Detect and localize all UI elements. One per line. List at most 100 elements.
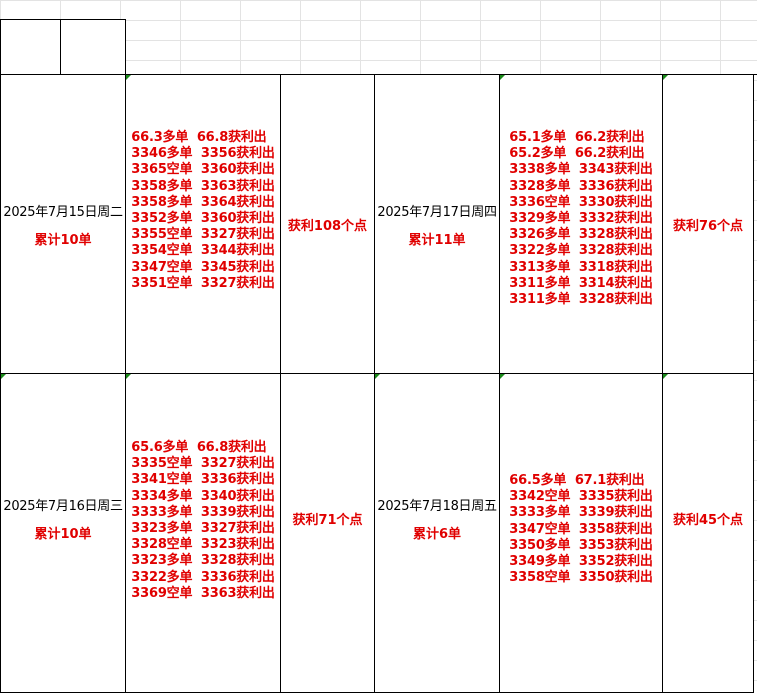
- trade-entry: 3358多单: [131, 194, 193, 210]
- trade-exit: 3327获利出: [200, 456, 275, 472]
- date-label: 2025年7月18日周五: [377, 498, 497, 514]
- trade-line: 3347空单 3358获利出: [509, 521, 653, 538]
- trade-exit: 3364获利出: [200, 194, 275, 210]
- trade-line: 3354空单 3344获利出: [131, 243, 275, 259]
- profit-label: 获利108个点: [287, 218, 368, 234]
- trade-line: 3338多单 3343获利出: [509, 162, 653, 178]
- profit-cell-jul17[interactable]: 获利76个点: [662, 74, 754, 374]
- trade-entry: 3346多单: [131, 146, 193, 162]
- trade-entry: 3333多单: [131, 504, 193, 520]
- trade-exit: 3336获利出: [200, 569, 275, 585]
- trade-line: 3350多单 3353获利出: [509, 537, 653, 554]
- trade-exit: 3363获利出: [200, 585, 275, 601]
- order-count: 累计10单: [34, 526, 92, 542]
- profit-label: 获利71个点: [292, 512, 363, 528]
- trade-entry: 3369空单: [131, 585, 193, 601]
- trade-exit: 3328获利出: [578, 227, 653, 243]
- trade-exit: 3332获利出: [578, 211, 653, 227]
- trade-entry: 65.6多单: [131, 440, 189, 455]
- trade-entry: 3342空单: [509, 489, 571, 505]
- trades-cell-jul18[interactable]: 66.5多单 67.1获利出 3342空单 3335获利出 3333多单 3339获…: [499, 373, 663, 693]
- trade-entry: 3352多单: [131, 211, 193, 227]
- profit-label: 获利76个点: [672, 218, 744, 234]
- trade-exit: 3350获利出: [578, 570, 653, 586]
- trade-line: 3355空单 3327获利出: [131, 227, 275, 243]
- trade-exit: 66.8获利出: [196, 130, 267, 145]
- trade-exit: 66.8获利出: [196, 440, 267, 455]
- date-label: 2025年7月15日周二: [3, 204, 123, 220]
- trade-line: 3335空单 3327获利出: [131, 456, 275, 472]
- trade-entry: 3329多单: [509, 211, 571, 227]
- trade-line: 3311多单 3314获利出: [509, 276, 653, 292]
- trade-entry: 66.5多单: [509, 473, 567, 488]
- trade-line: 65.1多单 66.2获利出: [509, 130, 644, 146]
- trade-entry: 3323多单: [131, 553, 193, 569]
- trade-entry: 3347空单: [509, 521, 571, 537]
- trade-entry: 3351空单: [131, 275, 193, 291]
- trade-entry: 3354空单: [131, 243, 193, 259]
- trade-line: 3333多单 3339获利出: [509, 505, 653, 521]
- trade-exit: 3339获利出: [578, 505, 653, 521]
- trades-cell-jul16[interactable]: 65.6多单 66.8获利出 3335空单 3327获利出 3341空单 3336获…: [125, 373, 281, 693]
- trade-list: 66.5多单 67.1获利出 3342空单 3335获利出 3333多单 3339获…: [509, 473, 653, 586]
- trade-exit: 3323获利出: [200, 537, 275, 553]
- trade-line: 3328多单 3336获利出: [509, 178, 653, 195]
- trade-line: 3349多单 3352获利出: [509, 554, 653, 570]
- trade-entry: 3322多单: [131, 569, 193, 585]
- trade-line: 66.3多单 66.8获利出: [131, 130, 266, 146]
- trade-line: 3352多单 3360获利出: [131, 211, 275, 227]
- trade-entry: 3326多单: [509, 227, 571, 243]
- trade-exit: 66.2获利出: [574, 130, 645, 145]
- trade-line: 3346多单 3356获利出: [131, 146, 275, 162]
- trade-exit: 3343获利出: [578, 162, 653, 178]
- profit-cell-jul18[interactable]: 获利45个点: [662, 373, 754, 693]
- trade-line: 3358多单 3364获利出: [131, 194, 275, 211]
- trade-line: 65.6多单 66.8获利出: [131, 440, 266, 456]
- trade-line: 3322多单 3328获利出: [509, 243, 653, 259]
- trade-exit: 3340获利出: [200, 488, 275, 504]
- trade-exit: 3345获利出: [200, 259, 275, 275]
- trade-line: 3311多单 3328获利出: [509, 292, 653, 308]
- trade-exit: 3328获利出: [578, 292, 653, 308]
- trade-exit: 3363获利出: [200, 178, 275, 194]
- trade-exit: 3336获利出: [578, 178, 653, 194]
- trade-line: 66.5多单 67.1获利出: [509, 473, 644, 489]
- trade-line: 3358空单 3350获利出: [509, 570, 653, 586]
- trade-line: 3323多单 3327获利出: [131, 521, 275, 537]
- profit-cell-jul15[interactable]: 获利108个点: [280, 74, 375, 374]
- order-count: 累计11单: [408, 232, 466, 248]
- trade-entry: 3347空单: [131, 259, 193, 275]
- trade-exit: 3330获利出: [578, 194, 653, 210]
- trade-exit: 3344获利出: [200, 243, 275, 259]
- profit-cell-jul16[interactable]: 获利71个点: [280, 373, 375, 693]
- trade-line: 3322多单 3336获利出: [131, 569, 275, 586]
- date-cell-jul17[interactable]: 2025年7月17日周四 累计11单: [374, 74, 500, 374]
- trade-line: 3369空单 3363获利出: [131, 585, 275, 602]
- trade-line: 3333多单 3339获利出: [131, 504, 275, 521]
- trade-exit: 3327获利出: [200, 521, 275, 537]
- trade-exit: 3328获利出: [578, 243, 653, 259]
- trade-line: 3323多单 3328获利出: [131, 553, 275, 569]
- trade-exit: 3336获利出: [200, 472, 275, 488]
- trades-cell-jul15[interactable]: 66.3多单 66.8获利出 3346多单 3356获利出 3365空单 3360获…: [125, 74, 281, 374]
- trade-line: 3365空单 3360获利出: [131, 162, 275, 178]
- trade-exit: 3360获利出: [200, 162, 275, 178]
- trades-cell-jul17[interactable]: 65.1多单 66.2获利出 65.2多单 66.2获利出 3338多单 3343获…: [499, 74, 663, 374]
- header-cell-a[interactable]: [0, 19, 61, 75]
- date-cell-jul16[interactable]: 2025年7月16日周三 累计10单: [0, 373, 126, 693]
- trade-list: 65.1多单 66.2获利出 65.2多单 66.2获利出 3338多单 3343获…: [509, 130, 653, 308]
- trade-line: 3334多单 3340获利出: [131, 488, 275, 505]
- trade-list: 66.3多单 66.8获利出 3346多单 3356获利出 3365空单 3360获…: [131, 130, 275, 292]
- trade-exit: 3339获利出: [200, 504, 275, 520]
- trade-entry: 65.2多单: [509, 146, 567, 162]
- profit-label: 获利45个点: [672, 512, 744, 528]
- trade-line: 3341空单 3336获利出: [131, 472, 275, 488]
- trade-entry: 3349多单: [509, 554, 571, 570]
- trade-exit: 3356获利出: [200, 146, 275, 162]
- header-cell-b[interactable]: [60, 19, 126, 75]
- trade-entry: 3350多单: [509, 537, 571, 553]
- trade-entry: 3313多单: [509, 259, 571, 275]
- date-cell-jul18[interactable]: 2025年7月18日周五 累计6单: [374, 373, 500, 693]
- trade-exit: 66.2获利出: [574, 146, 645, 162]
- date-cell-jul15[interactable]: 2025年7月15日周二 累计10单: [0, 74, 126, 374]
